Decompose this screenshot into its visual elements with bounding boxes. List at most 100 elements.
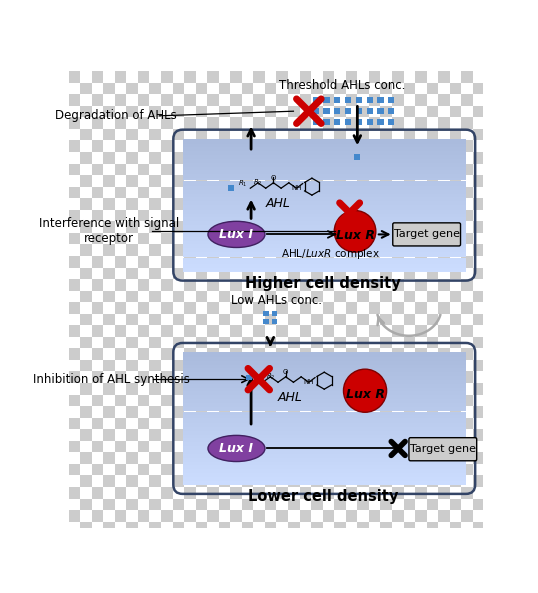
Bar [69, 464, 80, 476]
Bar [450, 117, 461, 129]
Bar [242, 406, 253, 417]
Bar [380, 314, 392, 325]
Bar [182, 420, 466, 421]
Bar [80, 337, 91, 348]
Bar [69, 82, 80, 94]
Bar [103, 510, 115, 522]
Bar [415, 348, 427, 360]
Bar [323, 522, 334, 533]
Bar [182, 181, 466, 182]
Bar [300, 452, 311, 464]
Bar [173, 314, 184, 325]
Bar [91, 417, 103, 429]
Bar [182, 356, 466, 357]
Bar [369, 279, 380, 291]
Bar [80, 141, 91, 152]
Bar [207, 291, 219, 302]
Bar [392, 129, 404, 141]
Bar [182, 265, 466, 266]
Bar [484, 164, 496, 175]
Bar [380, 476, 392, 487]
Bar [288, 406, 300, 417]
Bar [438, 383, 450, 394]
Bar [288, 429, 300, 441]
Bar [138, 429, 150, 441]
Bar [369, 325, 380, 337]
Bar [173, 348, 184, 360]
Bar [182, 215, 466, 216]
Bar [427, 360, 438, 371]
Bar [182, 459, 466, 460]
Bar [334, 510, 346, 522]
Bar [69, 71, 80, 82]
Bar [69, 441, 80, 452]
Bar [126, 383, 138, 394]
Bar [230, 164, 242, 175]
Bar [311, 464, 323, 476]
Bar [150, 499, 161, 510]
Bar [184, 406, 196, 417]
Bar [150, 337, 161, 348]
Bar [207, 302, 219, 314]
Bar [438, 106, 450, 117]
Bar [173, 94, 184, 106]
Bar [91, 221, 103, 233]
Bar [461, 348, 473, 360]
Bar [103, 129, 115, 141]
Bar [207, 360, 219, 371]
Bar [173, 383, 184, 394]
Bar [182, 391, 466, 392]
Bar [182, 219, 466, 220]
Bar [230, 499, 242, 510]
Bar [404, 325, 415, 337]
Bar [91, 522, 103, 533]
Bar [380, 441, 392, 452]
Bar [265, 348, 277, 360]
Bar [427, 94, 438, 106]
Bar [288, 233, 300, 244]
Bar [182, 227, 466, 228]
Bar [484, 417, 496, 429]
Bar [182, 205, 466, 206]
Bar [323, 302, 334, 314]
Bar [450, 383, 461, 394]
Bar [115, 152, 126, 164]
Bar [265, 371, 277, 383]
Bar [182, 171, 466, 172]
Bar [173, 522, 184, 533]
Bar [182, 153, 466, 154]
Bar [334, 117, 346, 129]
Bar [369, 82, 380, 94]
Bar [80, 487, 91, 499]
Bar [277, 175, 288, 187]
Bar [173, 233, 184, 244]
Bar [196, 522, 207, 533]
Bar [357, 510, 369, 522]
Bar [438, 256, 450, 267]
Bar [473, 71, 484, 82]
Bar [230, 325, 242, 337]
Bar [404, 441, 415, 452]
Bar [91, 210, 103, 221]
Bar [253, 117, 265, 129]
Bar [126, 279, 138, 291]
Bar [182, 177, 466, 178]
Bar [288, 417, 300, 429]
Bar [473, 406, 484, 417]
Bar [115, 337, 126, 348]
Bar [346, 233, 357, 244]
Bar [182, 208, 466, 209]
Bar [346, 256, 357, 267]
Bar [392, 141, 404, 152]
Bar [484, 383, 496, 394]
Bar [103, 302, 115, 314]
Bar [80, 117, 91, 129]
Bar [196, 117, 207, 129]
Bar [300, 510, 311, 522]
Bar [357, 175, 369, 187]
Bar [369, 244, 380, 256]
Bar [138, 210, 150, 221]
Bar [473, 129, 484, 141]
Bar [484, 82, 496, 94]
Bar [103, 452, 115, 464]
